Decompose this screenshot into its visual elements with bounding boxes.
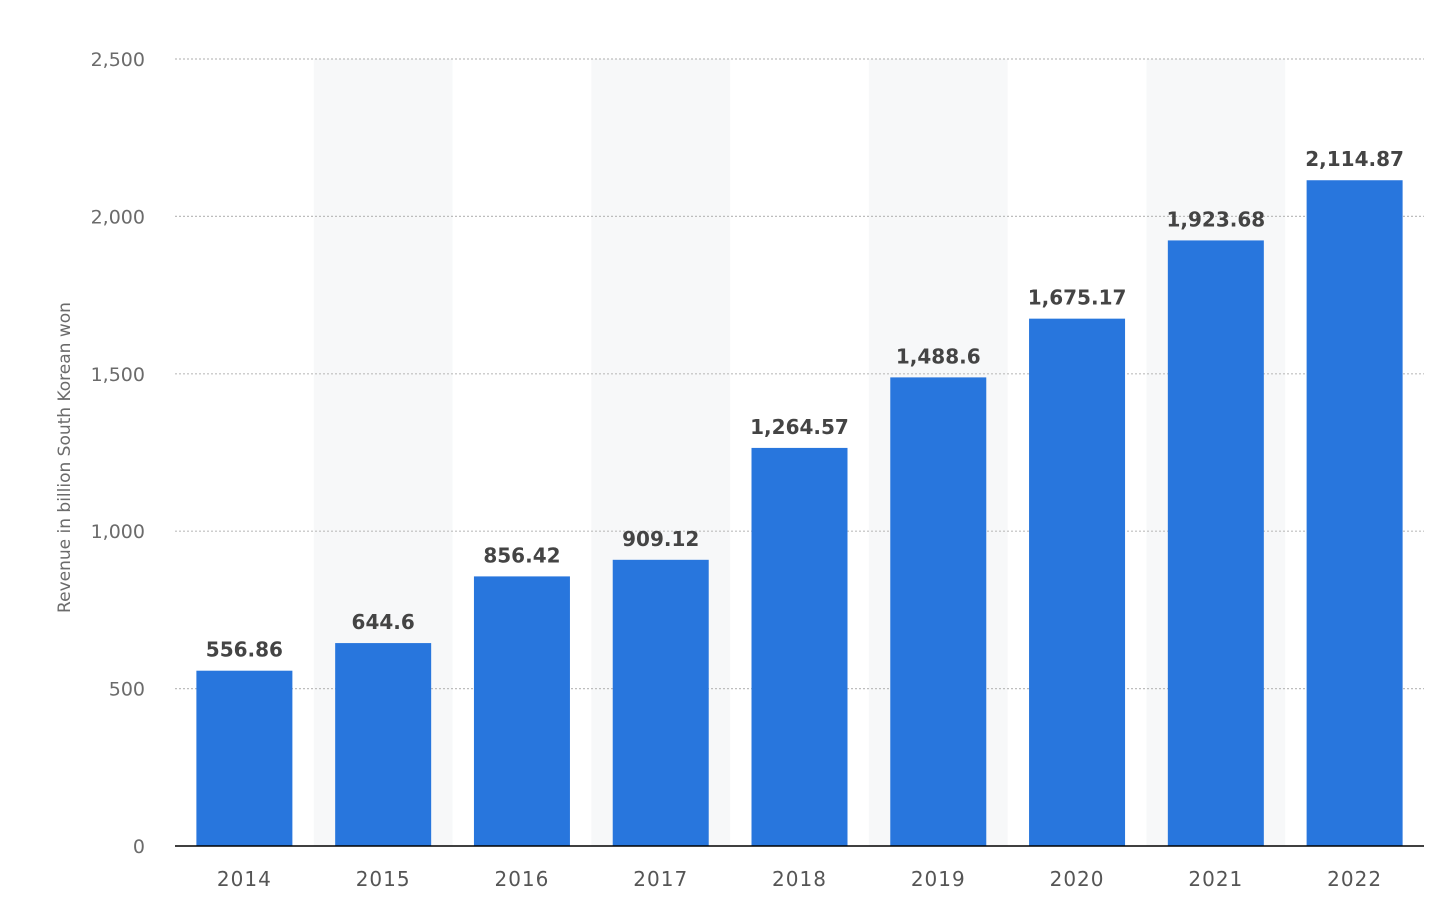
bar-2021[interactable] (1167, 240, 1264, 846)
y-tick-label: 2,500 (91, 49, 145, 71)
bar-2017[interactable] (612, 559, 709, 846)
x-tick-label-2020: 2020 (1050, 867, 1105, 891)
y-axis-ticks: 0 500 1,000 1,500 2,000 2,500 (91, 49, 145, 858)
bar-2022[interactable] (1306, 180, 1403, 847)
bar-2016[interactable] (473, 576, 570, 846)
y-tick-label: 500 (109, 679, 145, 701)
x-tick-label-2016: 2016 (494, 867, 549, 891)
data-label-2015: 644.6 (352, 610, 415, 634)
bar-2018[interactable] (751, 447, 848, 846)
data-label-2021: 1,923.68 (1166, 207, 1265, 231)
bar-2014[interactable] (196, 670, 293, 846)
y-tick-label: 1,000 (91, 521, 145, 543)
bar-2015[interactable] (335, 643, 432, 846)
x-tick-label-2018: 2018 (772, 867, 827, 891)
data-label-2018: 1,264.57 (750, 415, 849, 439)
y-tick-label: 1,500 (91, 364, 145, 386)
bar-2019[interactable] (890, 377, 987, 846)
data-label-2022: 2,114.87 (1305, 147, 1404, 171)
data-label-2017: 909.12 (622, 527, 699, 551)
x-tick-label-2019: 2019 (911, 867, 966, 891)
x-axis-ticks: 2014 2015 2016 2017 2018 2019 2020 2021 2022 (217, 867, 1382, 891)
y-tick-label: 0 (133, 836, 145, 858)
x-tick-label-2022: 2022 (1327, 867, 1382, 891)
data-label-2014: 556.86 (206, 638, 283, 662)
bars (196, 180, 1403, 847)
data-label-2020: 1,675.17 (1028, 286, 1127, 310)
value-labels: 556.86 644.6 856.42 909.12 1,264.57 1,488.6 1,… (206, 147, 1404, 661)
x-tick-label-2017: 2017 (633, 867, 688, 891)
data-label-2016: 856.42 (483, 543, 560, 567)
x-tick-label-2021: 2021 (1188, 867, 1243, 891)
x-tick-label-2015: 2015 (356, 867, 411, 891)
y-tick-label: 2,000 (91, 206, 145, 228)
y-axis-title: Revenue in billion South Korean won (55, 302, 75, 613)
x-tick-label-2014: 2014 (217, 867, 272, 891)
data-label-2019: 1,488.6 (896, 344, 981, 368)
bar-2020[interactable] (1029, 318, 1126, 846)
